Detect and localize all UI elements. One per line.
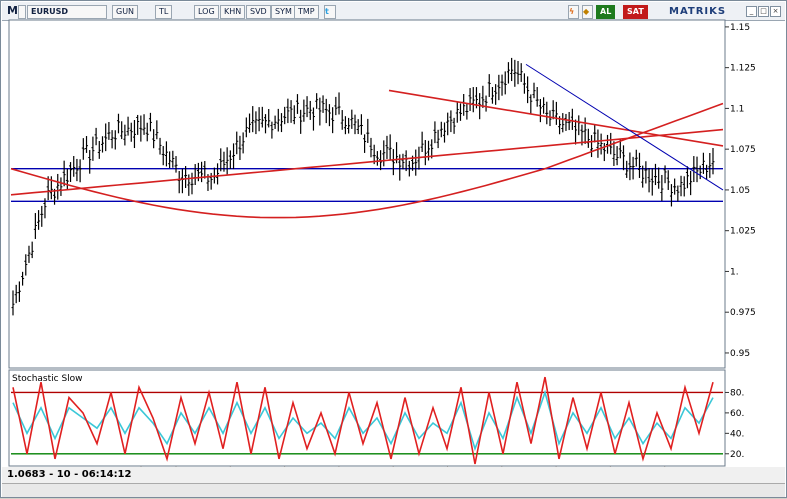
brand-logo: MATRIKS	[669, 6, 727, 17]
tools-icon[interactable]: ◆	[582, 5, 593, 19]
twitter-icon[interactable]: t	[324, 5, 336, 19]
khn-button[interactable]: KHN	[220, 5, 246, 19]
price-plot-area	[8, 19, 726, 369]
maximize-icon[interactable]: □	[758, 6, 769, 17]
y-tick-label: 1.125	[730, 64, 756, 74]
y-tick-label: 1.075	[730, 145, 756, 155]
period-button-gun[interactable]: GUN	[112, 5, 139, 19]
y-tick-label: 1.	[730, 267, 739, 277]
y-tick-label: 0.975	[730, 308, 756, 318]
symbol-selector[interactable]: EURUSD	[27, 5, 107, 19]
stoch-y-tick-label: 80.	[730, 388, 744, 398]
y-tick-label: 1.05	[730, 186, 750, 196]
status-bar	[2, 467, 785, 483]
toolbar: M EURUSD GUN TL LOG KHN SVD SYM TMP t ϟ …	[2, 2, 785, 21]
svd-button[interactable]: SVD	[246, 5, 271, 19]
y-tick-label: 0.95	[730, 349, 750, 359]
close-icon[interactable]: ×	[770, 6, 781, 17]
down-trendline	[525, 63, 724, 191]
stochastic-title: Stochastic Slow	[12, 374, 83, 384]
cursor-readout: 1.0683 - 10 - 06:14:12	[7, 469, 132, 480]
stochastic-d-line	[12, 389, 714, 452]
stoch-y-tick-label: 20.	[730, 450, 744, 460]
symbol-color-swatch[interactable]	[18, 5, 26, 19]
y-tick-label: 1.1	[730, 104, 744, 114]
resistance-trendline	[388, 89, 724, 147]
minimize-icon[interactable]: _	[746, 6, 757, 17]
lightning-icon[interactable]: ϟ	[568, 5, 579, 19]
log-scale-button[interactable]: LOG	[194, 5, 219, 19]
tmp-button[interactable]: TMP	[294, 5, 319, 19]
moving-average-fast	[10, 128, 724, 196]
currency-button-tl[interactable]: TL	[155, 5, 173, 19]
y-tick-label: 1.025	[730, 227, 756, 237]
scroll-bar[interactable]	[2, 483, 785, 497]
stoch-y-tick-label: 60.	[730, 409, 744, 419]
buy-button[interactable]: AL	[596, 5, 616, 19]
y-tick-label: 1.15	[730, 23, 750, 33]
sell-button[interactable]: SAT	[623, 5, 648, 19]
stochastic-k-line	[12, 376, 714, 465]
stoch-y-tick-label: 40.	[730, 429, 744, 439]
moving-average-slow	[10, 102, 724, 219]
app-logo: M	[7, 4, 18, 17]
